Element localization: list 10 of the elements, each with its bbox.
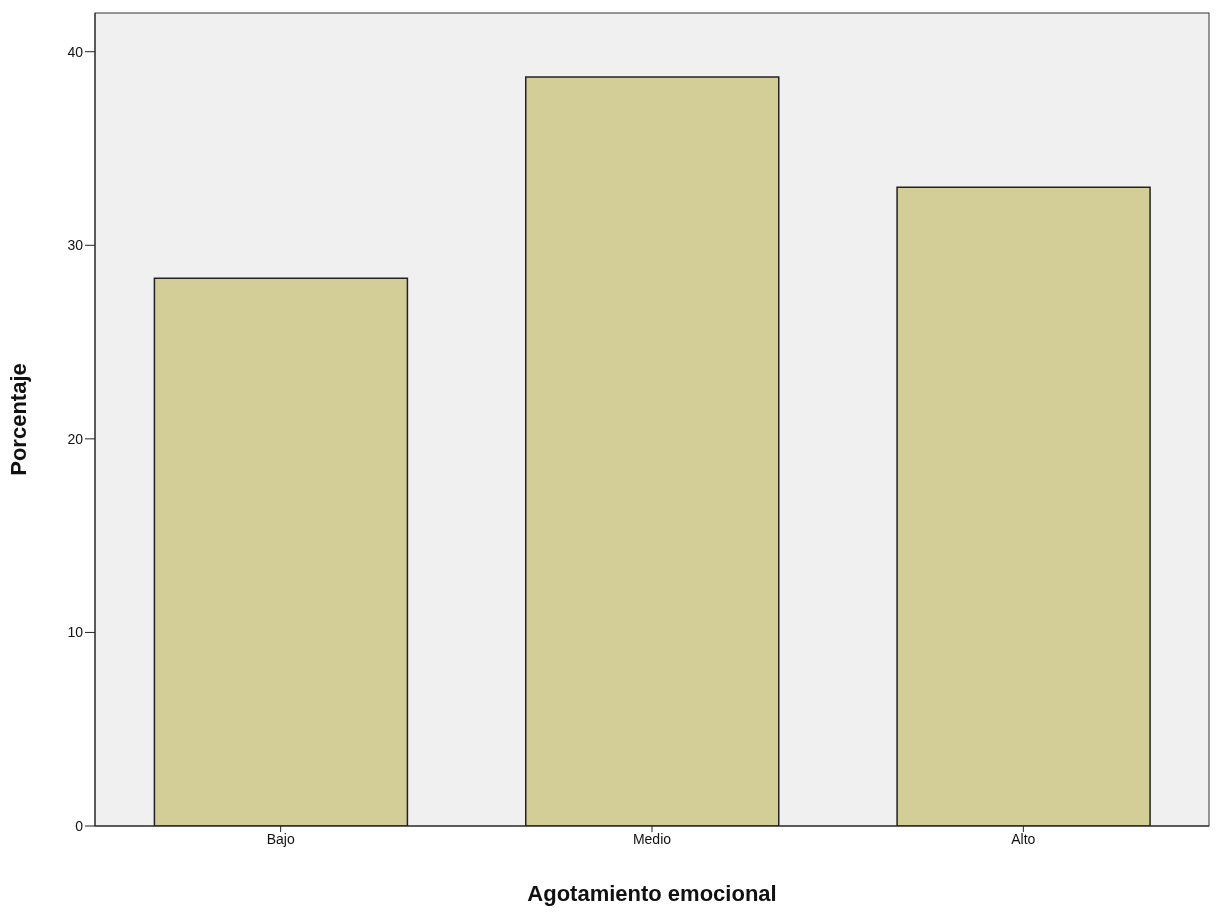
y-tick-label: 30 xyxy=(67,237,84,254)
y-tick-label: 0 xyxy=(75,817,84,834)
y-tick-label: 20 xyxy=(67,430,84,447)
y-tick-label: 40 xyxy=(67,43,84,60)
x-axis-title: Agotamiento emocional xyxy=(527,881,777,906)
x-tick-label: Medio xyxy=(632,830,672,847)
y-axis-title: Porcentaje xyxy=(5,363,31,476)
x-tick-label: Bajo xyxy=(266,830,295,847)
y-tick-label: 10 xyxy=(67,624,84,641)
x-tick-label: Alto xyxy=(1011,830,1036,847)
